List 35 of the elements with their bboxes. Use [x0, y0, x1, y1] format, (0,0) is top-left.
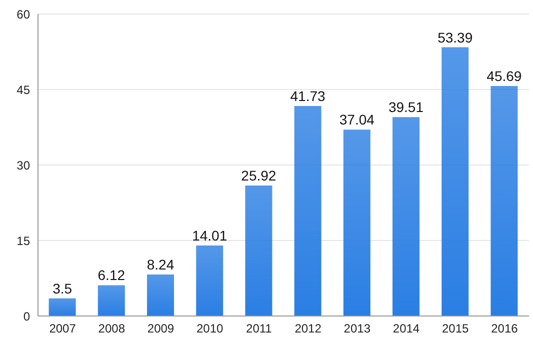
x-tick-label: 2012	[294, 322, 322, 336]
y-tick-label: 30	[16, 158, 30, 172]
data-label: 45.69	[486, 68, 522, 84]
x-tick-label: 2007	[49, 322, 76, 336]
bar	[442, 47, 469, 316]
data-label: 39.51	[388, 99, 424, 116]
data-label: 41.73	[290, 88, 326, 104]
bar	[490, 86, 518, 316]
x-tick-label: 2011	[246, 322, 272, 336]
data-label: 25.92	[241, 168, 276, 184]
x-tick-label: 2009	[147, 322, 174, 336]
bar	[147, 274, 174, 316]
data-label: 53.39	[438, 29, 473, 46]
data-label: 3.5	[52, 280, 72, 296]
bar	[245, 186, 272, 316]
y-tick-label: 0	[23, 309, 30, 324]
data-label: 14.01	[192, 227, 228, 244]
x-tick-label: 2008	[98, 322, 126, 336]
y-tick-label: 45	[16, 82, 30, 97]
data-label: 6.12	[98, 267, 126, 284]
y-tick-label: 15	[16, 234, 30, 248]
bar	[392, 117, 420, 316]
bar	[343, 130, 370, 316]
data-label: 8.24	[146, 256, 174, 273]
x-tick-label: 2014	[392, 322, 420, 336]
y-tick-label: 60	[16, 7, 30, 22]
data-label: 37.04	[339, 112, 375, 128]
x-tick-label: 2015	[442, 322, 470, 336]
bar	[196, 245, 224, 316]
x-tick-label: 2016	[491, 322, 518, 336]
bar	[48, 298, 76, 316]
bar	[98, 285, 125, 316]
x-tick-label: 2010	[196, 322, 224, 336]
x-tick-label: 2013	[344, 322, 371, 336]
bar	[294, 106, 322, 316]
